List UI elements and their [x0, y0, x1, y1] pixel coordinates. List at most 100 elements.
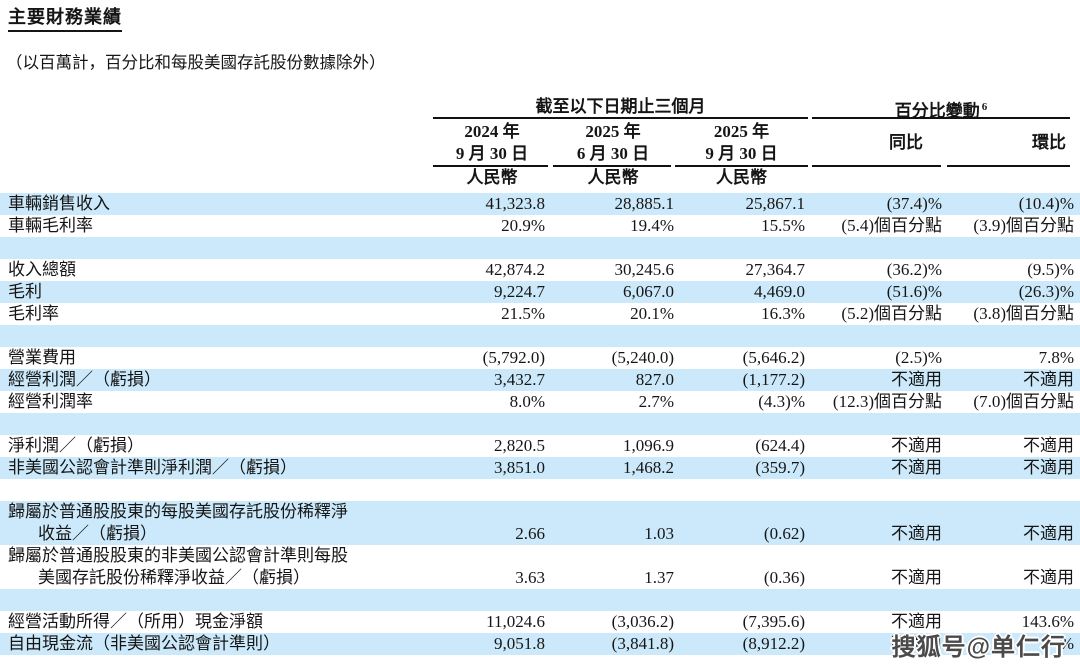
cell-yoy: (37.4)%: [886, 194, 942, 213]
page-title: 主要財務業績: [8, 6, 122, 32]
header-rule: [812, 165, 941, 167]
cell-yoy: (5.4)個百分點: [841, 216, 942, 235]
table-row: 車輛銷售收入 41,323.8 28,885.1 25,867.1 (37.4)% (10…: [0, 193, 1080, 215]
row-label-line: 歸屬於普通股股東的每股美國存託股份稀釋淨: [8, 502, 348, 521]
row-label-line: 歸屬於普通股股東的非美國公認會計準則每股: [8, 546, 348, 565]
cell-period-2025-06-30: 2.7%: [638, 392, 674, 411]
cell-period-2025-06-30: 30,245.6: [614, 260, 675, 279]
cell-qoq: 不適用: [1023, 524, 1074, 543]
row-label: 自由現金流（非美國公認會計準則）: [0, 633, 437, 655]
row-label-line: 經營利潤率: [8, 392, 93, 411]
row-label: 車輛毛利率: [0, 215, 437, 237]
header-rule: [947, 165, 1070, 167]
cell-qoq: (10.4)%: [1018, 194, 1074, 213]
table-row: 經營利潤率 8.0% 2.7% (4.3)% (12.3)個百分點 (7.0)個百分點: [0, 391, 1080, 413]
header-rule: [812, 117, 1070, 119]
cell-period-2025-09-30: 25,867.1: [745, 194, 806, 213]
column-header-2025-06-30: 2025 年 6 月 30 日: [551, 121, 675, 165]
header-rule: [433, 165, 548, 167]
cell-period-2025-09-30: (1,177.2): [742, 370, 805, 389]
column-header-date: 9 月 30 日: [705, 144, 778, 163]
currency-label: 人民幣: [716, 168, 767, 187]
cell-period-2024-09-30: 20.9%: [501, 216, 545, 235]
row-label: 車輛銷售收入: [0, 193, 437, 215]
cell-period-2025-09-30: 4,469.0: [754, 282, 805, 301]
cell-qoq: (26.3)%: [1018, 282, 1074, 301]
cell-period-2025-09-30: (624.4): [755, 436, 805, 455]
watermark: 搜狐号@单仁行: [891, 634, 1066, 661]
row-label: 歸屬於普通股股東的非美國公認會計準則每股 美國存託股份稀釋淨收益／（虧損）: [0, 545, 437, 589]
cell-yoy: (12.3)個百分點: [832, 392, 942, 411]
column-header-2024-09-30: 2024 年 9 月 30 日: [433, 121, 551, 165]
row-label: 營業費用: [0, 347, 437, 369]
row-label: 淨利潤／（虧損）: [0, 435, 437, 457]
row-label: 經營利潤率: [0, 391, 437, 413]
row-label-line: 毛利: [8, 282, 42, 301]
cell-qoq: 不適用: [1023, 370, 1074, 389]
cell-qoq: 不適用: [1023, 458, 1074, 477]
cell-period-2025-09-30: 15.5%: [761, 216, 805, 235]
cell-qoq: 不適用: [1023, 436, 1074, 455]
row-label: 經營利潤／（虧損）: [0, 369, 437, 391]
cell-period-2024-09-30: 9,224.7: [494, 282, 545, 301]
cell-period-2024-09-30: 3,432.7: [494, 370, 545, 389]
cell-period-2025-06-30: 827.0: [635, 370, 674, 389]
spacer-row: [0, 325, 1080, 347]
column-header-yoy: 同比: [889, 133, 923, 152]
row-label: 毛利: [0, 281, 437, 303]
row-label-line: 毛利率: [8, 304, 59, 323]
table-row: 自由現金流（非美國公認會計準則） 9,051.8 (3,841.8) (8,912.2…: [0, 633, 1080, 655]
table-row: 經營活動所得／（所用）現金淨額 11,024.6 (3,036.2) (7,395.6…: [0, 611, 1080, 633]
cell-period-2025-06-30: 28,885.1: [614, 194, 675, 213]
cell-yoy: 不適用: [891, 634, 942, 653]
cell-period-2024-09-30: 11,024.6: [486, 612, 545, 631]
cell-yoy: 不適用: [891, 568, 942, 587]
cell-period-2024-09-30: 2.66: [515, 524, 545, 543]
header-rule: [675, 165, 808, 167]
cell-period-2025-09-30: (4.3)%: [758, 392, 805, 411]
cell-period-2025-06-30: 1,468.2: [623, 458, 674, 477]
cell-yoy: 不適用: [891, 436, 942, 455]
cell-period-2025-06-30: 1,096.9: [623, 436, 674, 455]
cell-period-2025-06-30: 19.4%: [630, 216, 674, 235]
cell-yoy: (2.5)%: [895, 348, 942, 367]
row-label: 毛利率: [0, 303, 437, 325]
currency-label: 人民幣: [587, 168, 639, 187]
cell-period-2024-09-30: 8.0%: [509, 392, 545, 411]
row-label: 非美國公認會計準則淨利潤／（虧損）: [0, 457, 437, 479]
cell-period-2025-06-30: (3,036.2): [611, 612, 674, 631]
table-row: 淨利潤／（虧損） 2,820.5 1,096.9 (624.4) 不適用 不適用: [0, 435, 1080, 457]
cell-period-2025-06-30: (3,841.8): [611, 634, 674, 653]
column-group-pct-change: 百分比變動 6: [812, 96, 1070, 123]
cell-period-2025-09-30: 16.3%: [761, 304, 805, 323]
table-row: 車輛毛利率 20.9% 19.4% 15.5% (5.4)個百分點 (3.9)個百分點: [0, 215, 1080, 237]
cell-period-2025-09-30: (7,395.6): [742, 612, 805, 631]
cell-period-2024-09-30: 21.5%: [501, 304, 545, 323]
cell-qoq: 143.6%: [1021, 612, 1074, 631]
table-row: 經營利潤／（虧損） 3,432.7 827.0 (1,177.2) 不適用 不適用: [0, 369, 1080, 391]
cell-period-2025-06-30: 6,067.0: [623, 282, 674, 301]
column-group-period: 截至以下日期止三個月: [535, 97, 706, 116]
cell-period-2024-09-30: 3.63: [515, 568, 545, 587]
cell-period-2024-09-30: 42,874.2: [485, 260, 546, 279]
table-body: 車輛銷售收入 41,323.8 28,885.1 25,867.1 (37.4)% (10…: [0, 193, 1080, 655]
table-row: 歸屬於普通股股東的每股美國存託股份稀釋淨 收益／（虧損） 2.66 1.03 (0.62…: [0, 501, 1080, 545]
header-rule: [553, 165, 671, 167]
column-header-qoq: 環比: [1032, 133, 1066, 152]
spacer-row: [0, 589, 1080, 611]
row-label: 歸屬於普通股股東的每股美國存託股份稀釋淨收益／（虧損）: [0, 501, 437, 545]
cell-period-2025-09-30: (5,646.2): [742, 348, 805, 367]
cell-period-2025-06-30: (5,240.0): [611, 348, 674, 367]
cell-period-2025-09-30: (8,912.2): [742, 634, 805, 653]
cell-yoy: (36.2)%: [886, 260, 942, 279]
cell-yoy: (5.2)個百分點: [841, 304, 942, 323]
cell-qoq: 不適用: [1023, 568, 1074, 587]
footnote-reference: 6: [981, 101, 988, 113]
row-label-line: 收益／（虧損）: [38, 524, 157, 543]
row-label-line: 經營活動所得／（所用）現金淨額: [8, 612, 263, 631]
cell-period-2024-09-30: (5,792.0): [482, 348, 545, 367]
table-row: 毛利 9,224.7 6,067.0 4,469.0 (51.6)% (26.3)%: [0, 281, 1080, 303]
table-header: 截至以下日期止三個月 百分比變動 6 2024 年 9 月 30 日 2025 年…: [0, 96, 1080, 193]
cell-qoq: 7.8%: [1038, 348, 1074, 367]
